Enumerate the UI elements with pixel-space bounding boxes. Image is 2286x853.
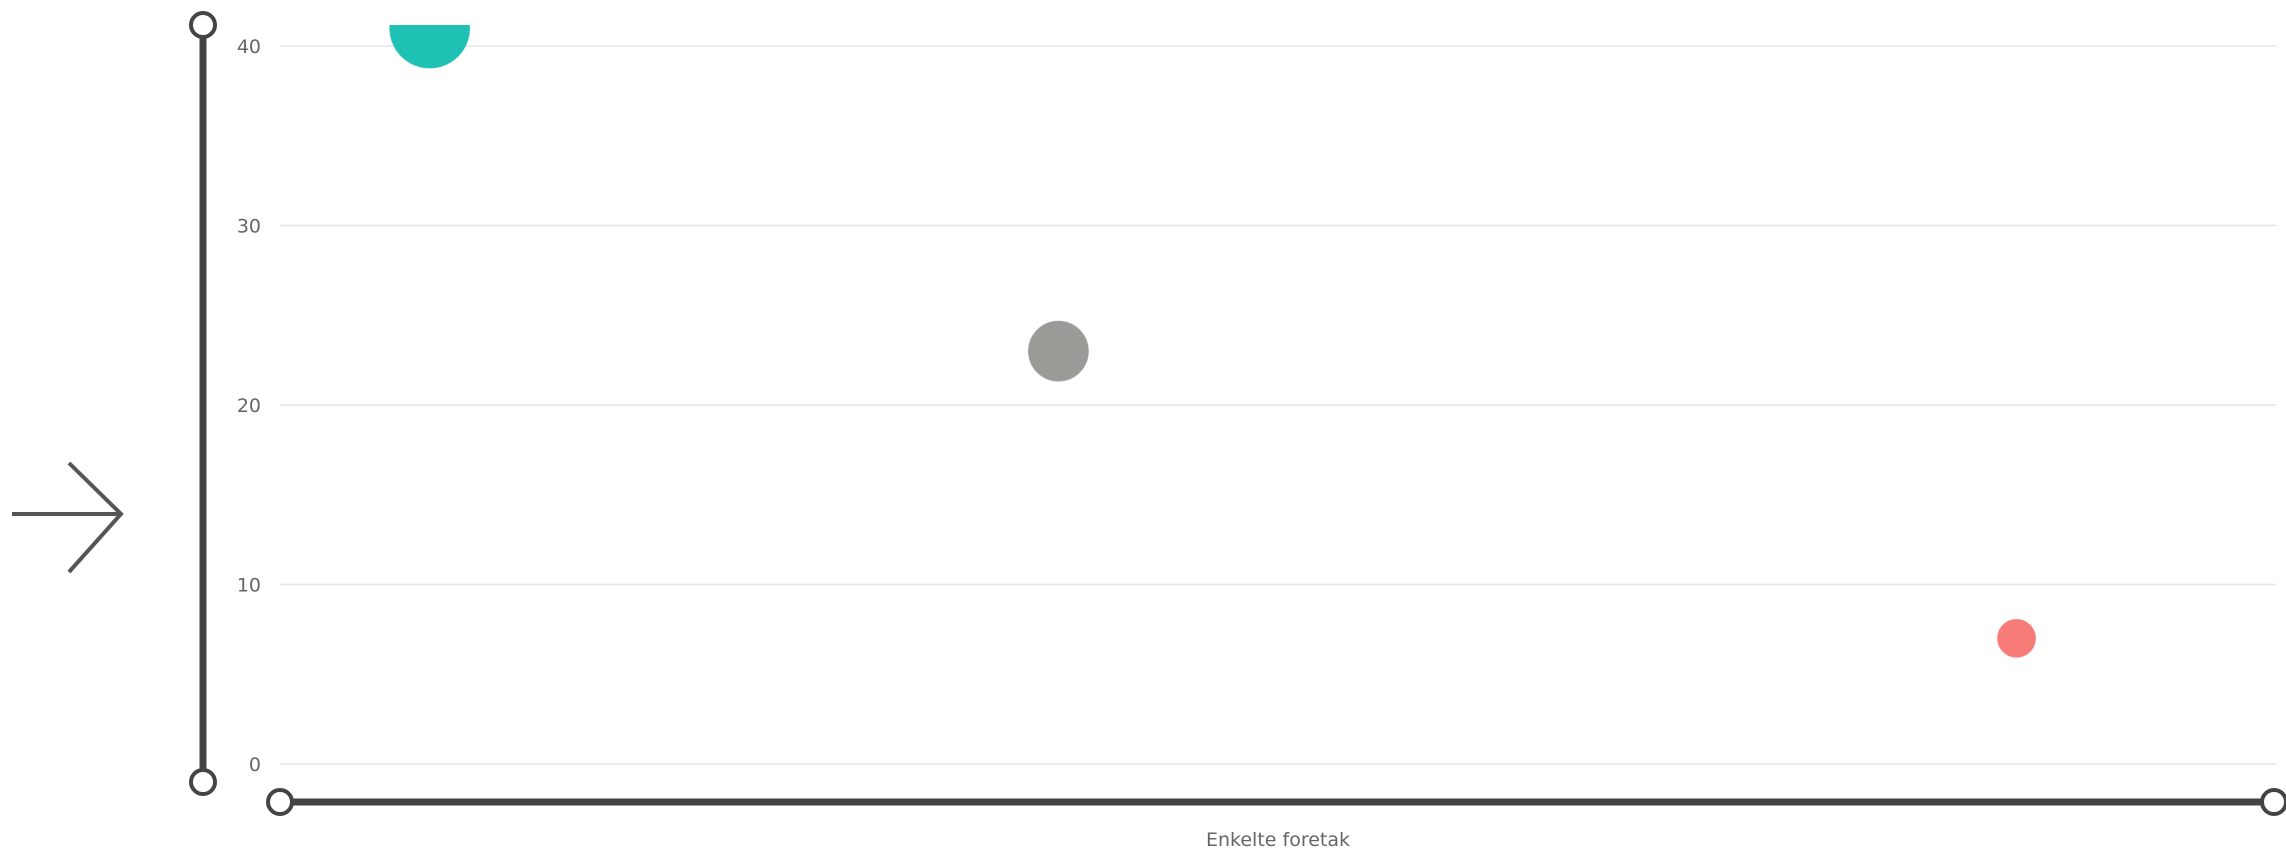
x-axis-range-slider[interactable] xyxy=(266,788,2286,816)
data-point[interactable] xyxy=(389,0,471,69)
data-points xyxy=(389,0,2037,658)
x-slider-right-handle[interactable] xyxy=(2260,788,2286,816)
y-axis-range-slider[interactable] xyxy=(189,11,217,796)
x-slider-left-handle[interactable] xyxy=(266,788,294,816)
y-slider-top-handle[interactable] xyxy=(189,11,217,39)
data-point[interactable] xyxy=(1027,320,1089,382)
x-axis-title: Enkelte foretak xyxy=(1206,829,1350,851)
y-axis-tick-labels: 0 10 20 30 40 xyxy=(237,36,261,776)
y-tick-label: 10 xyxy=(237,575,261,597)
data-point[interactable] xyxy=(1997,618,2037,658)
gridlines xyxy=(280,45,2276,765)
y-tick-label: 0 xyxy=(249,754,261,776)
arrow-right-icon[interactable] xyxy=(12,461,124,574)
y-slider-bottom-handle[interactable] xyxy=(189,768,217,796)
y-tick-label: 30 xyxy=(237,216,261,238)
y-tick-label: 20 xyxy=(237,395,261,417)
y-tick-label: 40 xyxy=(237,36,261,58)
